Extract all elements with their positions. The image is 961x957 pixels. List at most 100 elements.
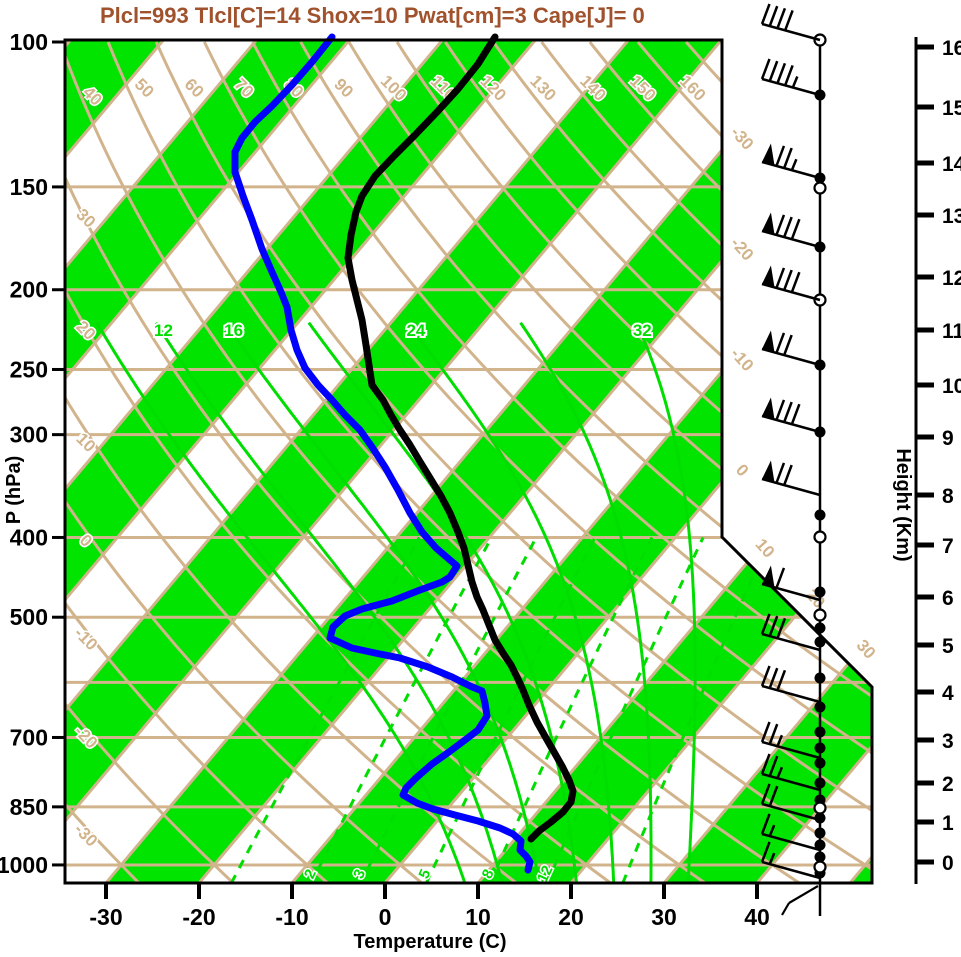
barb-full <box>776 617 787 639</box>
moist-adiabat-label: 32 <box>633 321 652 340</box>
barb-full <box>768 755 779 777</box>
mixing-ratio-line <box>229 536 421 883</box>
wind-barb <box>761 397 821 434</box>
barb-half <box>790 158 798 171</box>
pressure-tick-label: 150 <box>10 174 48 200</box>
dry-adiabat-line <box>492 41 872 883</box>
station-dot-filled <box>814 636 826 648</box>
pressure-tick-label: 400 <box>10 524 48 550</box>
isotherm-label: -30 <box>727 123 758 154</box>
barb-full <box>775 267 786 289</box>
station-dot-open <box>813 860 827 874</box>
station-dot-open <box>813 181 827 195</box>
wind-barb <box>760 783 821 822</box>
barb-full <box>782 216 793 238</box>
dry-adiabat-label: 130 <box>526 71 559 104</box>
pressure-tick-label: 250 <box>10 356 48 382</box>
sounding-curves <box>231 33 577 874</box>
barb-half <box>776 734 784 747</box>
mixing-ratio-line <box>309 536 493 883</box>
moist-adiabat-label: 16 <box>224 321 243 340</box>
station-dot-filled <box>814 701 826 713</box>
barb-full <box>768 5 779 27</box>
pressure-tick-label: 1000 <box>0 852 48 878</box>
isotherm-line <box>662 40 872 883</box>
station-dot-open <box>813 801 827 815</box>
station-dot-filled <box>814 622 826 634</box>
barb-full <box>760 3 771 25</box>
dewpoint-curve <box>231 33 534 874</box>
barb-shaft <box>761 832 821 852</box>
station-dot-filled <box>814 726 826 738</box>
dry-adiabat-label: -30 <box>70 820 101 851</box>
barb-pennant <box>762 143 775 166</box>
barb-shaft <box>761 684 821 704</box>
barb-full <box>790 403 801 425</box>
green-isotherm-band <box>292 40 872 883</box>
height-tick-label: 5 <box>942 635 954 658</box>
dry-adiabat-label: 50 <box>131 75 158 102</box>
wind-barb <box>760 813 821 852</box>
wind-barb <box>761 265 821 302</box>
dry-adiabat-line <box>106 41 872 883</box>
dry-adiabat-line <box>65 41 706 883</box>
mixing-ratio-line <box>424 536 597 883</box>
barb-shaft <box>761 582 821 602</box>
barb-full <box>783 64 794 86</box>
barb-pennant <box>762 265 775 288</box>
surface-wind-barb-feather <box>781 902 790 916</box>
barb-half <box>776 766 784 779</box>
surface-wind-barb <box>788 885 819 904</box>
moist-adiabat-label: 24 <box>406 321 425 340</box>
barb-full <box>760 665 771 687</box>
moist-adiabat-line <box>224 321 541 883</box>
barb-full <box>782 269 793 291</box>
dry-adiabat-line <box>299 41 872 883</box>
height-tick-label: 7 <box>942 535 954 558</box>
wind-barb <box>761 143 821 180</box>
height-tick-label: 6 <box>942 587 954 610</box>
dry-adiabat-label: 60 <box>181 75 208 102</box>
moist-adiabat-line <box>406 321 616 883</box>
temperature-tick-label: 20 <box>558 904 584 930</box>
height-tick-label: 16 <box>942 37 961 60</box>
pressure-tick-label: 300 <box>10 422 48 448</box>
station-dot-open <box>813 608 827 622</box>
barb-pennant <box>762 460 775 483</box>
dry-adiabat-line <box>251 41 872 883</box>
height-tick-label: 4 <box>942 682 954 705</box>
isotherm-line <box>104 40 816 883</box>
dry-adiabat-line <box>154 41 872 883</box>
dry-adiabat-line <box>588 41 872 883</box>
height-tick-label: 0 <box>942 852 954 875</box>
moist-adiabat-line <box>307 321 578 883</box>
station-dot-filled <box>814 839 826 851</box>
height-tick-label: 2 <box>942 773 954 796</box>
wind-barb <box>760 841 821 880</box>
barb-pennant <box>762 565 775 588</box>
moist-adiabat-line <box>635 322 697 883</box>
isotherm-label: 30 <box>853 636 880 663</box>
wind-barb <box>761 460 821 497</box>
barb-full <box>760 783 771 805</box>
station-dot-filled <box>814 757 826 769</box>
mixing-ratio-line <box>545 536 705 883</box>
isotherm-label: 0 <box>732 460 752 480</box>
barb-shaft <box>761 22 821 42</box>
barb-full <box>768 60 779 82</box>
temperature-tick-label: 10 <box>465 904 491 930</box>
isotherm-line <box>65 40 351 883</box>
moist-adiabat-label: 12 <box>154 321 173 340</box>
barb-full <box>775 214 786 236</box>
station-dot-filled <box>814 672 826 684</box>
barb-shaft <box>761 860 821 880</box>
barb-pennant <box>762 397 775 420</box>
barb-full <box>775 332 786 354</box>
station-dot-filled <box>814 586 826 598</box>
barb-half <box>791 76 799 88</box>
isotherm-line <box>65 40 258 883</box>
wind-barb-column <box>760 3 827 916</box>
pressure-axis-title: P (hPa) <box>3 456 25 525</box>
